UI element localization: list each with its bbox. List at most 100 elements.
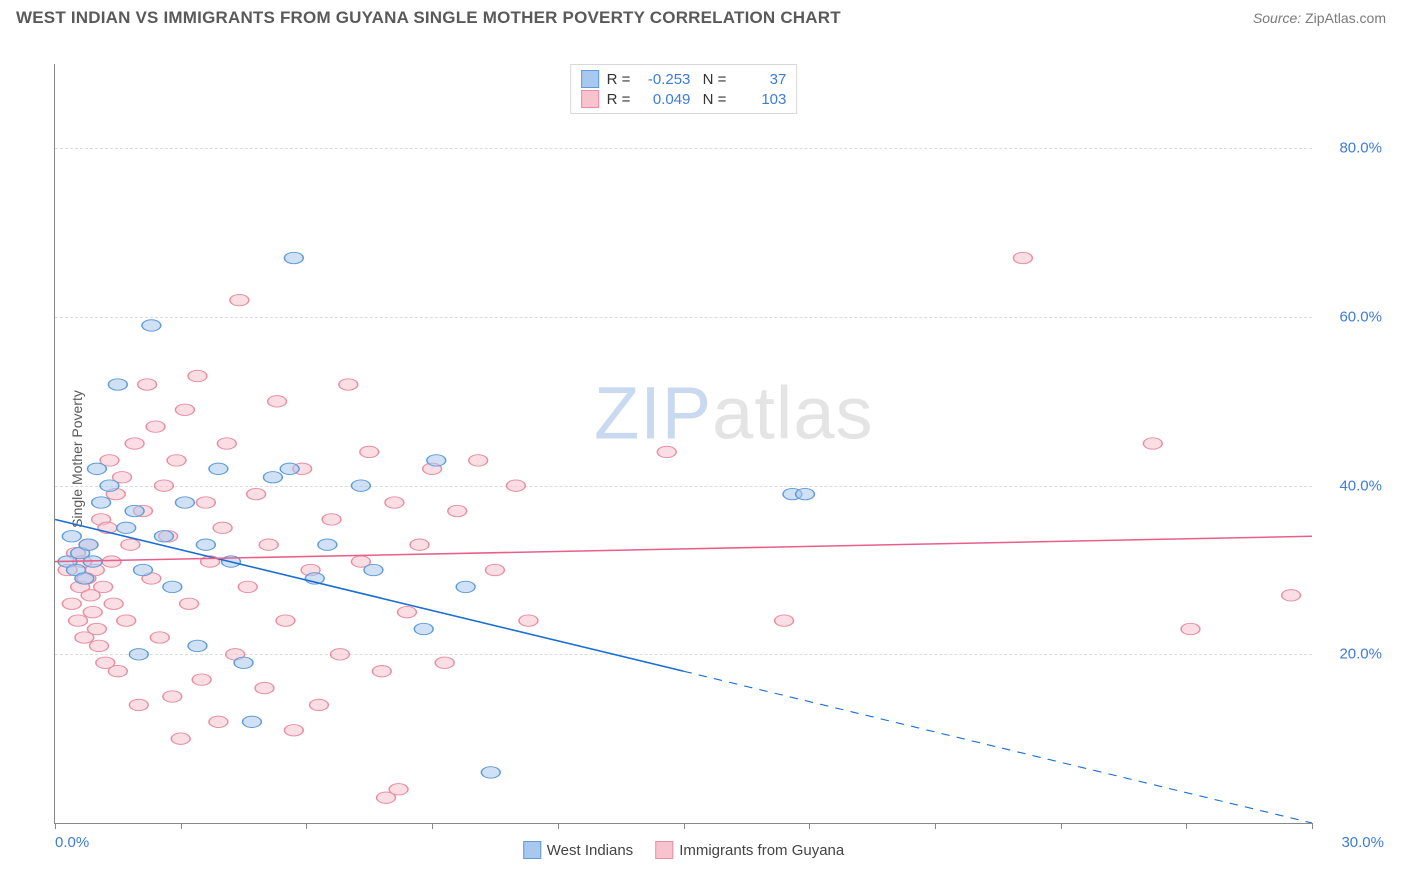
legend-item-0: West Indians xyxy=(523,841,633,859)
correlation-legend: R = -0.253 N = 37 R = 0.049 N = 103 xyxy=(570,64,798,114)
x-tick xyxy=(1061,823,1062,829)
x-tick xyxy=(809,823,810,829)
scatter-point xyxy=(129,649,148,660)
r-value-0: -0.253 xyxy=(638,71,690,88)
n-label: N = xyxy=(698,91,726,108)
swatch-series-0 xyxy=(581,70,599,88)
series-legend: West Indians Immigrants from Guyana xyxy=(523,841,845,859)
trend-line xyxy=(55,536,1312,561)
scatter-point xyxy=(146,421,165,432)
scatter-point xyxy=(263,472,282,483)
r-label: R = xyxy=(607,91,631,108)
x-tick xyxy=(432,823,433,829)
scatter-point xyxy=(1282,590,1301,601)
scatter-point xyxy=(104,598,123,609)
scatter-point xyxy=(247,488,266,499)
scatter-point xyxy=(100,480,119,491)
scatter-point xyxy=(196,497,215,508)
scatter-point xyxy=(448,505,467,516)
scatter-point xyxy=(243,716,262,727)
scatter-point xyxy=(92,497,111,508)
scatter-point xyxy=(75,573,94,584)
scatter-point xyxy=(284,725,303,736)
x-tick xyxy=(306,823,307,829)
y-tick-label: 40.0% xyxy=(1322,477,1382,494)
scatter-point xyxy=(180,598,199,609)
scatter-svg xyxy=(55,64,1312,823)
scatter-point xyxy=(142,320,161,331)
scatter-point xyxy=(796,488,815,499)
scatter-point xyxy=(108,666,127,677)
legend-swatch-1 xyxy=(655,841,673,859)
scatter-point xyxy=(310,699,329,710)
scatter-point xyxy=(163,691,182,702)
scatter-point xyxy=(276,615,295,626)
scatter-point xyxy=(280,463,299,474)
trend-line-solid xyxy=(55,519,684,671)
n-value-1: 103 xyxy=(734,91,786,108)
scatter-point xyxy=(167,455,186,466)
scatter-point xyxy=(427,455,446,466)
legend-label-1: Immigrants from Guyana xyxy=(679,842,844,859)
scatter-point xyxy=(238,581,257,592)
scatter-point xyxy=(284,252,303,263)
y-tick-label: 20.0% xyxy=(1322,646,1382,663)
scatter-point xyxy=(1013,252,1032,263)
scatter-point xyxy=(163,581,182,592)
scatter-point xyxy=(90,640,109,651)
scatter-point xyxy=(134,564,153,575)
legend-row-series-1: R = 0.049 N = 103 xyxy=(581,89,787,109)
y-tick-label: 80.0% xyxy=(1322,140,1382,157)
scatter-point xyxy=(125,438,144,449)
scatter-point xyxy=(125,505,144,516)
scatter-point xyxy=(83,606,102,617)
scatter-point xyxy=(481,767,500,778)
scatter-point xyxy=(322,514,341,525)
scatter-point xyxy=(94,581,113,592)
scatter-point xyxy=(360,446,379,457)
scatter-point xyxy=(435,657,454,668)
x-tick xyxy=(935,823,936,829)
scatter-point xyxy=(69,615,88,626)
scatter-point xyxy=(389,784,408,795)
scatter-point xyxy=(217,438,236,449)
x-tick xyxy=(558,823,559,829)
scatter-point xyxy=(385,497,404,508)
source-attribution: Source: ZipAtlas.com xyxy=(1253,10,1386,26)
x-tick-label-min: 0.0% xyxy=(55,834,89,851)
scatter-point xyxy=(1181,623,1200,634)
scatter-point xyxy=(192,674,211,685)
scatter-point xyxy=(255,682,274,693)
trend-line-dashed xyxy=(684,671,1313,823)
plot-region: R = -0.253 N = 37 R = 0.049 N = 103 ZIPa… xyxy=(54,64,1312,824)
x-tick xyxy=(181,823,182,829)
source-name: ZipAtlas.com xyxy=(1305,10,1386,26)
scatter-point xyxy=(121,539,140,550)
x-tick xyxy=(1186,823,1187,829)
scatter-point xyxy=(486,564,505,575)
scatter-point xyxy=(62,598,81,609)
scatter-point xyxy=(175,404,194,415)
scatter-point xyxy=(414,623,433,634)
legend-row-series-0: R = -0.253 N = 37 xyxy=(581,69,787,89)
scatter-point xyxy=(117,615,136,626)
legend-label-0: West Indians xyxy=(547,842,633,859)
scatter-point xyxy=(117,522,136,533)
scatter-point xyxy=(330,649,349,660)
x-tick xyxy=(55,823,56,829)
scatter-point xyxy=(87,463,106,474)
n-label: N = xyxy=(698,71,726,88)
scatter-point xyxy=(372,666,391,677)
scatter-point xyxy=(62,531,81,542)
scatter-point xyxy=(155,531,174,542)
x-tick-label-max: 30.0% xyxy=(1341,834,1384,851)
legend-item-1: Immigrants from Guyana xyxy=(655,841,844,859)
x-tick xyxy=(1312,823,1313,829)
scatter-point xyxy=(410,539,429,550)
source-label: Source: xyxy=(1253,10,1301,26)
scatter-point xyxy=(129,699,148,710)
scatter-point xyxy=(519,615,538,626)
chart-title: WEST INDIAN VS IMMIGRANTS FROM GUYANA SI… xyxy=(16,8,841,28)
scatter-point xyxy=(196,539,215,550)
scatter-point xyxy=(1143,438,1162,449)
